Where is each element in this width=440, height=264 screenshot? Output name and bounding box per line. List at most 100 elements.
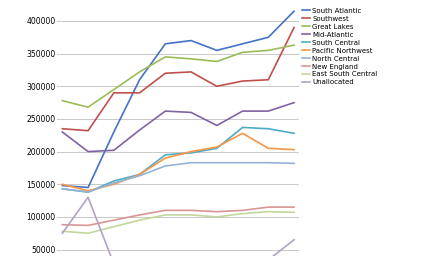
- Pacific Northwest: [214, 145, 220, 149]
- New England: [266, 205, 271, 209]
- Great Lakes: [266, 49, 271, 52]
- South Atlantic: [291, 10, 297, 13]
- Pacific Northwest: [60, 183, 65, 186]
- Southwest: [111, 91, 117, 95]
- Southwest: [60, 127, 65, 130]
- South Central: [111, 180, 117, 183]
- North Central: [188, 161, 194, 164]
- South Central: [188, 151, 194, 154]
- Legend: South Atlantic, Southwest, Great Lakes, Mid-Atlantic, South Central, Pacific Nor: South Atlantic, Southwest, Great Lakes, …: [302, 8, 377, 86]
- North Central: [85, 191, 91, 194]
- Mid-Atlantic: [137, 129, 142, 132]
- East South Central: [240, 212, 245, 215]
- Line: Mid-Atlantic: Mid-Atlantic: [62, 103, 294, 152]
- Great Lakes: [163, 55, 168, 59]
- Pacific Northwest: [188, 150, 194, 153]
- East South Central: [85, 232, 91, 235]
- Mid-Atlantic: [163, 110, 168, 113]
- Pacific Northwest: [240, 132, 245, 135]
- East South Central: [214, 215, 220, 219]
- South Central: [137, 173, 142, 176]
- Great Lakes: [188, 57, 194, 60]
- Pacific Northwest: [163, 157, 168, 160]
- North Central: [291, 162, 297, 165]
- South Central: [214, 147, 220, 150]
- Mid-Atlantic: [266, 110, 271, 113]
- Mid-Atlantic: [188, 111, 194, 114]
- Southwest: [291, 26, 297, 29]
- South Atlantic: [188, 39, 194, 42]
- Line: Great Lakes: Great Lakes: [62, 45, 294, 107]
- Great Lakes: [214, 60, 220, 63]
- Line: East South Central: East South Central: [62, 212, 294, 233]
- New England: [137, 213, 142, 216]
- Unallocated: [163, 260, 168, 263]
- North Central: [137, 174, 142, 177]
- Mid-Atlantic: [291, 101, 297, 104]
- Great Lakes: [291, 44, 297, 47]
- Pacific Northwest: [85, 189, 91, 192]
- Unallocated: [240, 258, 245, 262]
- East South Central: [60, 230, 65, 233]
- North Central: [163, 164, 168, 168]
- Great Lakes: [111, 88, 117, 91]
- Pacific Northwest: [137, 173, 142, 176]
- North Central: [111, 181, 117, 185]
- New England: [85, 224, 91, 227]
- North Central: [240, 161, 245, 164]
- Unallocated: [266, 258, 271, 262]
- Unallocated: [214, 260, 220, 263]
- New England: [240, 209, 245, 212]
- Mid-Atlantic: [240, 110, 245, 113]
- New England: [111, 219, 117, 222]
- New England: [60, 223, 65, 226]
- Line: Southwest: Southwest: [62, 27, 294, 131]
- South Central: [240, 126, 245, 129]
- Unallocated: [111, 262, 117, 264]
- Mid-Atlantic: [85, 150, 91, 153]
- Southwest: [188, 70, 194, 73]
- South Central: [163, 153, 168, 157]
- Great Lakes: [85, 106, 91, 109]
- Southwest: [85, 129, 91, 132]
- Pacific Northwest: [291, 148, 297, 151]
- Great Lakes: [60, 99, 65, 102]
- South Atlantic: [163, 42, 168, 45]
- South Atlantic: [60, 184, 65, 187]
- North Central: [214, 161, 220, 164]
- New England: [163, 209, 168, 212]
- Southwest: [163, 72, 168, 75]
- South Atlantic: [240, 42, 245, 45]
- Southwest: [137, 91, 142, 95]
- Mid-Atlantic: [214, 124, 220, 127]
- Line: Unallocated: Unallocated: [62, 197, 294, 264]
- North Central: [60, 187, 65, 190]
- Mid-Atlantic: [60, 130, 65, 134]
- Mid-Atlantic: [111, 149, 117, 152]
- Southwest: [240, 79, 245, 83]
- Pacific Northwest: [111, 183, 117, 186]
- Unallocated: [85, 196, 91, 199]
- New England: [291, 205, 297, 209]
- Line: South Atlantic: South Atlantic: [62, 11, 294, 187]
- Unallocated: [60, 232, 65, 235]
- East South Central: [291, 211, 297, 214]
- South Atlantic: [266, 36, 271, 39]
- South Atlantic: [111, 130, 117, 134]
- South Atlantic: [137, 78, 142, 81]
- North Central: [266, 161, 271, 164]
- New England: [188, 209, 194, 212]
- South Central: [266, 127, 271, 130]
- South Central: [85, 191, 91, 194]
- Great Lakes: [240, 51, 245, 54]
- South Central: [60, 187, 65, 190]
- East South Central: [266, 210, 271, 213]
- Unallocated: [188, 260, 194, 263]
- Line: Pacific Northwest: Pacific Northwest: [62, 133, 294, 191]
- South Atlantic: [85, 186, 91, 189]
- East South Central: [111, 225, 117, 228]
- Southwest: [214, 85, 220, 88]
- Great Lakes: [137, 70, 142, 73]
- Line: South Central: South Central: [62, 128, 294, 192]
- East South Central: [188, 213, 194, 216]
